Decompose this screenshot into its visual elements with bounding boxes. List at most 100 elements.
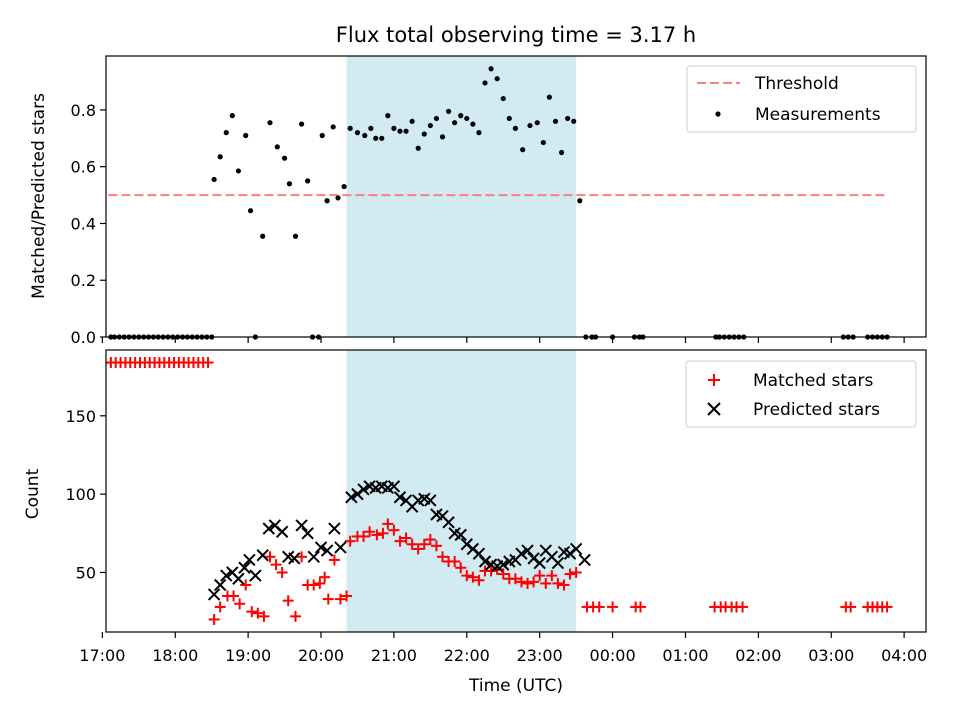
matched-star-point [497,568,509,580]
bottom-y-tick-label: 100 [65,485,96,504]
matched-star-point [635,601,647,613]
measurement-point [379,135,385,141]
top-panel: 0.00.20.40.60.8 Matched/Predicted stars … [29,55,927,347]
measurement-point [445,108,452,114]
matched-star-point [258,610,270,622]
top-y-tick-label: 0.8 [71,101,96,120]
measurement-point [391,125,397,131]
matched-star-point [364,526,376,538]
x-tick-label: 01:00 [662,646,708,665]
predicted-star-point [345,491,358,504]
matched-star-point [558,579,570,591]
x-tick-label: 23:00 [517,646,563,665]
top-y-tick-label: 0.4 [71,214,96,233]
x-tick-label: 19:00 [225,646,271,665]
measurement-point [341,183,347,190]
x-tick-label: 17:00 [79,646,125,665]
predicted-star-point [213,578,227,592]
predicted-star-point [243,553,256,567]
matched-star-point [388,524,400,536]
top-x-ticks [101,337,905,343]
predicted-star-point [207,588,221,601]
measurement-point [476,130,482,136]
x-tick-label: 20:00 [298,646,344,665]
matched-star-point [522,577,534,589]
matched-star-point [371,529,383,541]
measurement-point [267,120,273,126]
matched-star-point [845,601,857,613]
legend-predicted-swatch [707,402,721,416]
chart-title: Flux total observing time = 3.17 h [336,23,696,47]
bottom-axes-frame [105,349,927,633]
matched-star-point [328,554,340,566]
measurement-point [540,139,546,146]
measurement-point [439,134,446,140]
matched-star-point [515,576,527,588]
measurement-point [305,178,311,184]
bottom-panel: 50 100 150 17:00 18:00 19:00 20:00 21:00 22:00 2… [23,349,927,696]
predicted-star-point [521,544,534,557]
matched-star-point [240,579,252,591]
matched-star-point [382,518,394,530]
measurement-point [397,128,403,134]
measurement-point [482,80,488,86]
measurement-point [458,113,464,119]
bottom-y-tick-label: 50 [76,563,96,582]
x-tick-label: 18:00 [152,646,198,665]
measurement-point [217,154,223,160]
measurement-point [565,115,571,122]
predicted-star-point [387,480,401,493]
measurement-point [385,113,391,119]
matched-star-point [437,551,449,563]
measurement-point [324,198,330,204]
measurement-point [409,118,415,124]
measurement-point [362,132,368,139]
matched-star-point [202,357,214,369]
measurement-point [330,124,336,130]
measurement-point [500,95,506,102]
x-axis-label: Time (UTC) [468,676,563,696]
matched-star-point [246,606,258,618]
matched-star-point [290,610,302,622]
top-observing-interval-shade [346,56,577,337]
matched-star-point [881,601,893,613]
measurement-point [452,120,458,126]
matched-star-point [308,579,320,591]
predicted-star-point [262,522,275,535]
matched-star-point [264,551,276,563]
top-y-tick-label: 0.6 [71,158,96,177]
predicted-star-point [478,555,492,568]
top-legend-box [686,65,917,133]
matched-star-point [394,535,406,547]
matched-star-point [593,601,605,613]
x-tick-label: 04:00 [881,646,927,665]
matched-star-point [424,534,436,546]
predicted-stars-points [207,480,591,601]
matched-star-point [214,601,226,613]
bottom-y-tick-label: 150 [65,407,96,426]
predicted-star-point [578,553,591,567]
matched-star-point [322,593,334,605]
measurement-point [235,168,242,174]
predicted-star-point [569,542,583,556]
predicted-star-point [424,494,437,507]
measurement-point [520,147,526,153]
predicted-star-point [320,544,334,557]
measurement-point [229,113,235,119]
bottom-y-axis-label: Count [23,468,43,519]
predicted-star-point [295,519,308,532]
measurement-point [534,120,540,126]
bottom-y-ticks: 50 100 150 [65,407,106,582]
x-tick-label: 21:00 [371,646,417,665]
predicted-star-point [301,527,314,540]
legend-matched-label: Matched stars [753,371,873,391]
matched-star-point [234,598,246,610]
legend-threshold-label: Threshold [754,74,839,94]
measurement-point [335,195,341,201]
measurement-point [433,115,440,122]
matched-star-point [534,570,546,582]
top-y-ticks: 0.0 0.2 0.4 0.6 0.8 [71,101,106,347]
matched-star-point [334,593,346,605]
measurement-point [319,132,325,139]
